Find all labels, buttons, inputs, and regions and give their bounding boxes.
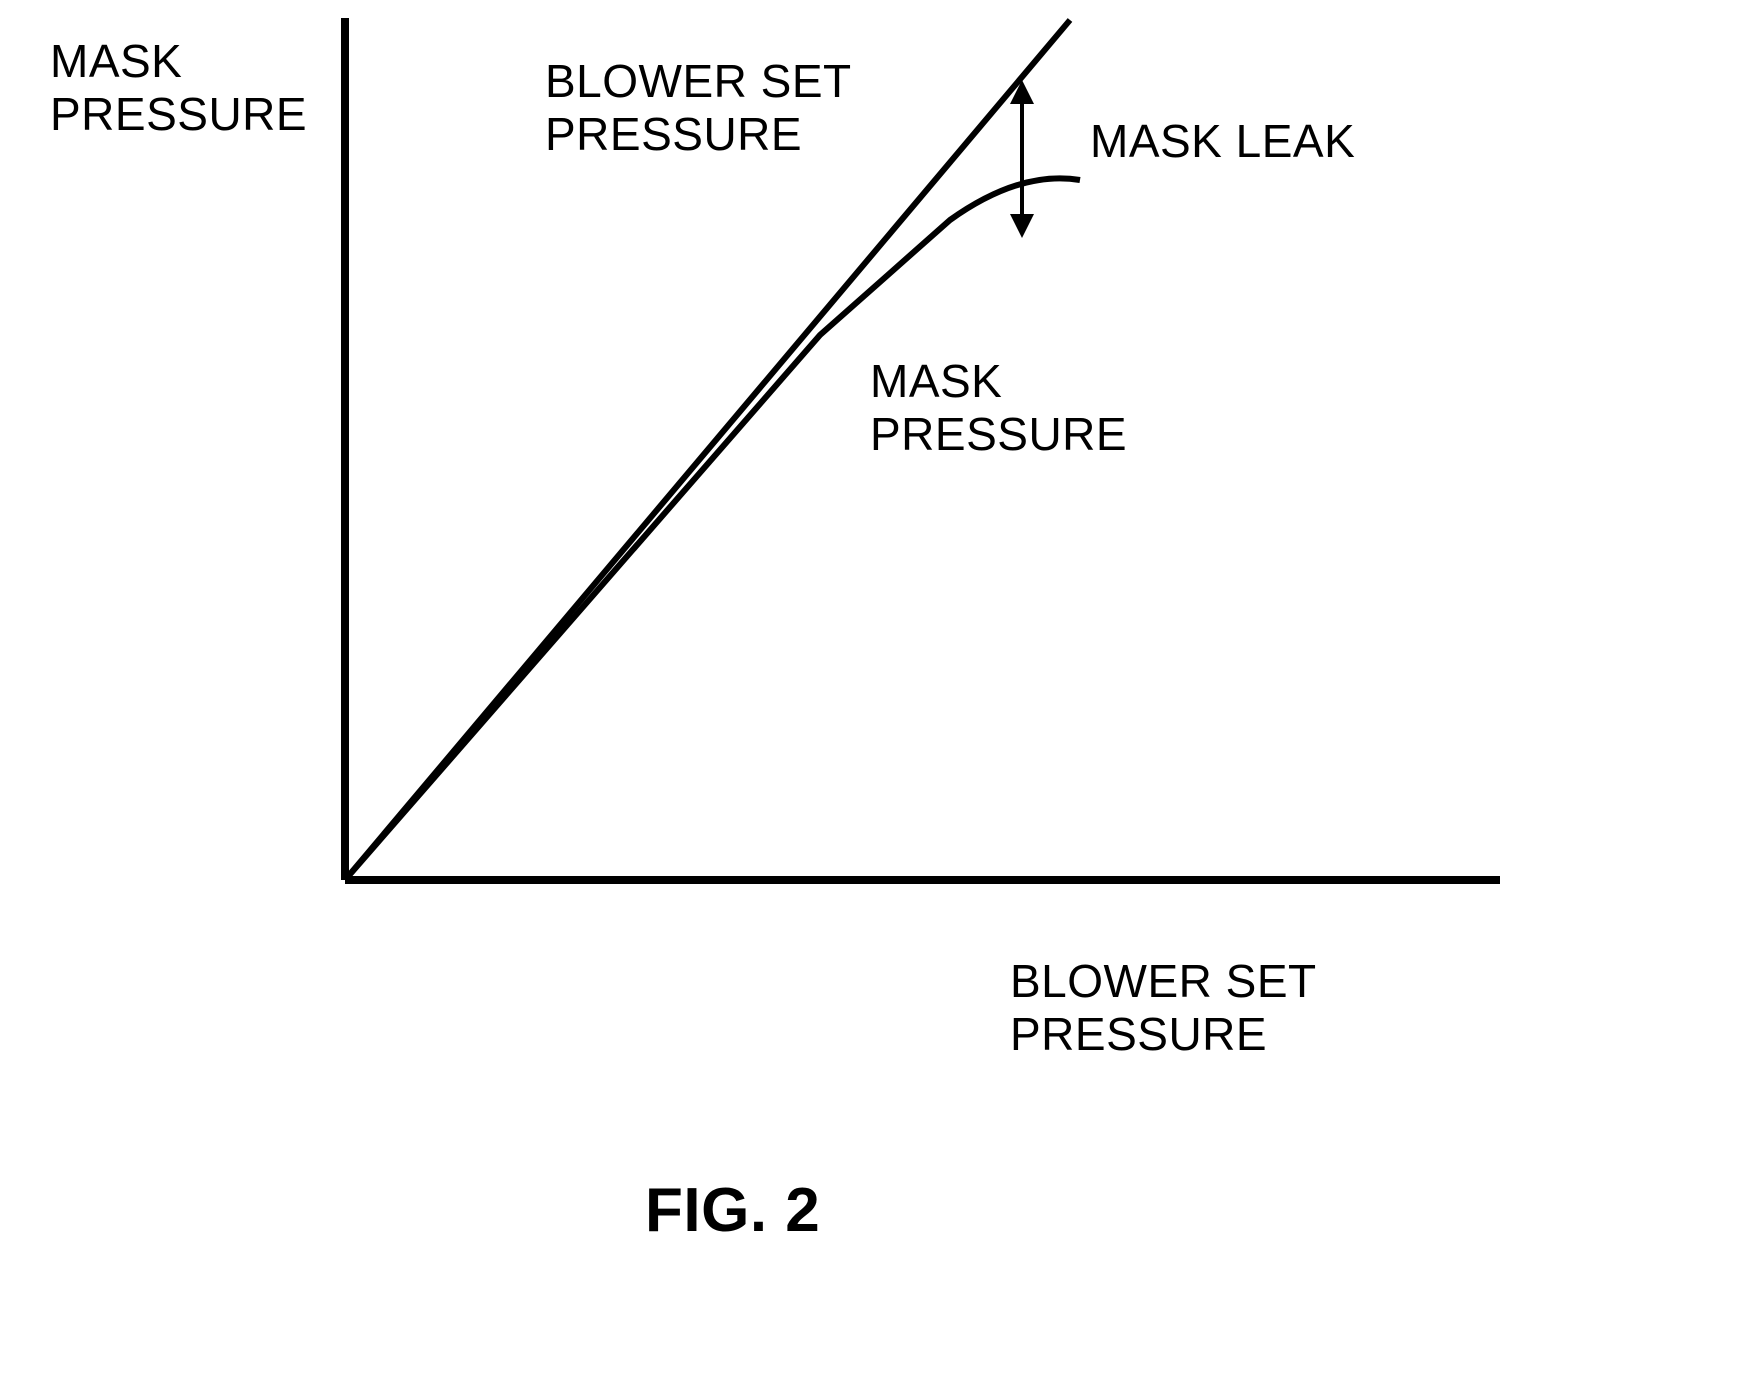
blower-set-line-label: BLOWER SET PRESSURE bbox=[545, 55, 852, 161]
figure-caption: FIG. 2 bbox=[645, 1175, 820, 1246]
y-axis-label: MASK PRESSURE bbox=[50, 35, 307, 141]
mask-pressure-curve bbox=[345, 178, 1080, 880]
chart-svg bbox=[0, 0, 1761, 1375]
chart-container: MASK PRESSURE BLOWER SET PRESSURE MASK L… bbox=[0, 0, 1761, 1375]
mask-leak-arrow bbox=[1010, 80, 1034, 238]
mask-pressure-line-label: MASK PRESSURE bbox=[870, 355, 1127, 461]
x-axis-label: BLOWER SET PRESSURE bbox=[1010, 955, 1317, 1061]
mask-leak-label: MASK LEAK bbox=[1090, 115, 1355, 168]
